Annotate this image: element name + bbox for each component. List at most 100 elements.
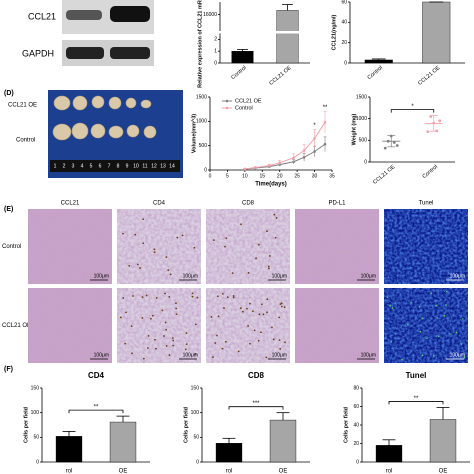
photo-row-label: CCL21 OE xyxy=(8,103,37,109)
x-tick-label: CCL21 OE xyxy=(372,164,396,186)
micrograph-texture xyxy=(295,209,379,284)
stain-dot xyxy=(212,239,215,242)
stain-dot xyxy=(194,353,197,355)
stain-dot xyxy=(455,331,458,334)
stain-dot xyxy=(391,307,394,309)
stain-dot xyxy=(246,307,248,310)
point xyxy=(313,137,316,140)
stain-dot xyxy=(272,338,275,341)
x-tick-label: 5 xyxy=(226,173,229,179)
stain-dot xyxy=(257,339,260,342)
significance-bracket xyxy=(228,406,284,410)
x-tick-label: rol xyxy=(226,469,233,474)
x-tick-label: 10 xyxy=(242,173,248,179)
micrograph-texture xyxy=(384,288,468,363)
stain-dot xyxy=(164,321,167,324)
tumor xyxy=(143,125,157,139)
stain-dot xyxy=(426,337,428,339)
stain-dot xyxy=(142,218,145,221)
stain-dot xyxy=(280,305,283,308)
ruler-number: 11 xyxy=(142,163,147,169)
stain-dot xyxy=(191,292,194,295)
stain-dot xyxy=(122,232,124,235)
legend-label: CCL21 OE xyxy=(235,98,262,104)
stain-dot xyxy=(167,269,170,272)
y-tick-label: 40 xyxy=(353,422,359,428)
y-axis-label: Cells per field xyxy=(183,407,189,443)
stain-dot xyxy=(141,296,144,299)
stain-dot xyxy=(185,332,188,335)
stain-dot xyxy=(449,333,451,335)
tumor xyxy=(126,124,140,138)
micrograph-row-label: CCL21 OE xyxy=(2,323,31,329)
blot-band xyxy=(110,47,150,59)
micrograph-column-label: CD4 xyxy=(153,201,166,207)
point xyxy=(313,150,316,153)
stain-dot xyxy=(248,302,251,305)
tumor xyxy=(90,123,106,139)
x-tick-label: OE xyxy=(119,469,128,474)
y-tick-label: 0 xyxy=(344,60,347,66)
stain-dot xyxy=(142,242,145,245)
ruler-number: 2 xyxy=(63,163,66,169)
bar xyxy=(109,421,137,463)
y-tick-label: 0 xyxy=(364,159,367,165)
stain-dot xyxy=(279,303,282,306)
stain-dot xyxy=(134,233,137,236)
blot-label: CCL21 xyxy=(28,11,56,21)
stain-dot xyxy=(194,323,197,326)
stain-dot xyxy=(226,296,229,299)
legend-marker xyxy=(225,99,229,103)
stain-dot xyxy=(130,325,133,328)
y-tick-label: 100 xyxy=(31,410,40,416)
stain-dot xyxy=(274,236,277,239)
micrograph-texture xyxy=(28,209,112,284)
stain-dot xyxy=(221,292,224,295)
tumor xyxy=(91,95,105,109)
stain-dot xyxy=(125,311,127,314)
stain-dot xyxy=(164,292,166,295)
x-tick-label: OE xyxy=(439,469,448,474)
ruler-number: 5 xyxy=(90,163,93,169)
stain-dot xyxy=(214,342,217,344)
axis-break xyxy=(217,31,310,34)
significance: * xyxy=(313,123,316,129)
stain-dot xyxy=(266,230,268,233)
stain-dot xyxy=(124,342,127,345)
stain-dot xyxy=(175,313,178,316)
scale-bar-label: 100μm xyxy=(183,352,198,358)
stain-dot xyxy=(418,306,421,308)
significance: ** xyxy=(414,396,419,402)
stain-dot xyxy=(267,265,270,268)
stain-dot xyxy=(247,272,250,274)
stain-dot xyxy=(271,326,273,329)
point xyxy=(383,146,387,150)
bar xyxy=(429,419,457,463)
ruler-number: 10 xyxy=(133,163,139,169)
stain-dot xyxy=(155,297,158,299)
ruler-number: 3 xyxy=(72,163,75,169)
stain-dot xyxy=(240,223,242,226)
significance: ** xyxy=(94,405,99,411)
stain-dot xyxy=(136,263,139,266)
x-tick-label: 30 xyxy=(312,173,318,179)
stain-dot xyxy=(259,331,262,334)
y-tick-label: 20 xyxy=(341,40,347,46)
micrograph-column-label: PD-L1 xyxy=(328,201,346,207)
y-tick-label: 50 xyxy=(193,435,199,441)
panel-label: (D) xyxy=(4,90,14,97)
scale-bar-label: 100μm xyxy=(272,273,287,279)
bar xyxy=(215,443,243,463)
stain-dot xyxy=(181,234,184,237)
stain-dot xyxy=(262,313,265,316)
stain-dot xyxy=(446,290,448,293)
y-tick-label: 2 xyxy=(214,37,217,43)
stain-dot xyxy=(141,317,144,319)
point xyxy=(438,119,442,123)
stain-dot xyxy=(410,301,412,304)
micrograph-column-label: CCL21 xyxy=(61,201,80,207)
stain-dot xyxy=(401,358,403,361)
micrographs: CCL21 CD4 CD8 PD-L1 Tunel Control CCL21 OE 100μ… xyxy=(2,201,468,363)
bar xyxy=(231,51,254,64)
stain-dot xyxy=(445,304,447,306)
